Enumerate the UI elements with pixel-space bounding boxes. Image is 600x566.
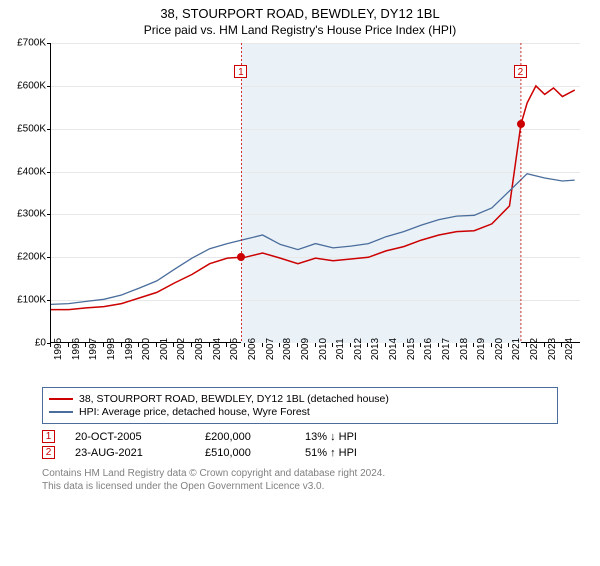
x-tick-label: 2020 <box>494 338 505 360</box>
sale-marker: 1 <box>42 430 55 443</box>
x-tick-label: 2004 <box>212 338 223 360</box>
x-tick-label: 2003 <box>194 338 205 360</box>
y-tick-label: £400K <box>2 166 46 177</box>
x-tick-label: 2017 <box>441 338 452 360</box>
line-series-svg <box>51 43 580 343</box>
x-tick-label: 2005 <box>229 338 240 360</box>
chart-marker: 2 <box>514 65 527 78</box>
y-tick-label: £700K <box>2 38 46 49</box>
legend-label: HPI: Average price, detached house, Wyre… <box>79 406 310 418</box>
y-tick-label: £600K <box>2 80 46 91</box>
x-tick-label: 2007 <box>265 338 276 360</box>
x-tick-label: 2001 <box>159 338 170 360</box>
sale-row: 2 23-AUG-2021£510,00051% ↑ HPI <box>42 446 600 459</box>
x-tick-label: 2024 <box>564 338 575 360</box>
series-line <box>51 86 575 310</box>
x-tick-label: 2018 <box>459 338 470 360</box>
x-tick-label: 2006 <box>247 338 258 360</box>
footer-line1: Contains HM Land Registry data © Crown c… <box>42 467 600 480</box>
legend-swatch <box>49 398 73 400</box>
legend-item: HPI: Average price, detached house, Wyre… <box>49 406 551 418</box>
x-tick-label: 1995 <box>53 338 64 360</box>
chart-area: 12 £0£100K£200K£300K£400K£500K£600K£700K… <box>40 43 600 383</box>
x-tick-label: 2012 <box>353 338 364 360</box>
x-tick-label: 2019 <box>476 338 487 360</box>
x-tick-label: 2009 <box>300 338 311 360</box>
x-tick-label: 2021 <box>511 338 522 360</box>
x-tick-label: 2002 <box>176 338 187 360</box>
series-line <box>51 174 575 305</box>
legend: 38, STOURPORT ROAD, BEWDLEY, DY12 1BL (d… <box>42 387 558 424</box>
x-tick-label: 1996 <box>71 338 82 360</box>
chart-subtitle: Price paid vs. HM Land Registry's House … <box>0 23 600 37</box>
y-tick-label: £0 <box>2 338 46 349</box>
x-tick-label: 2010 <box>318 338 329 360</box>
y-tick-label: £100K <box>2 295 46 306</box>
x-tick-label: 2016 <box>423 338 434 360</box>
chart-marker: 1 <box>234 65 247 78</box>
plot-area: 12 <box>50 43 580 343</box>
sale-marker: 2 <box>42 446 55 459</box>
x-tick-label: 2011 <box>335 338 346 360</box>
sale-date: 23-AUG-2021 <box>75 447 205 459</box>
y-tick-label: £500K <box>2 123 46 134</box>
sale-point <box>517 120 525 128</box>
x-tick-label: 1997 <box>88 338 99 360</box>
sale-row: 1 20-OCT-2005£200,00013% ↓ HPI <box>42 430 600 443</box>
y-tick-label: £300K <box>2 209 46 220</box>
sale-date: 20-OCT-2005 <box>75 431 205 443</box>
x-tick-label: 2013 <box>370 338 381 360</box>
legend-item: 38, STOURPORT ROAD, BEWDLEY, DY12 1BL (d… <box>49 393 551 405</box>
chart-title: 38, STOURPORT ROAD, BEWDLEY, DY12 1BL <box>0 6 600 21</box>
sale-price: £510,000 <box>205 447 305 459</box>
legend-swatch <box>49 411 73 413</box>
sale-pct: 51% ↑ HPI <box>305 447 405 459</box>
legend-label: 38, STOURPORT ROAD, BEWDLEY, DY12 1BL (d… <box>79 393 389 405</box>
sale-pct: 13% ↓ HPI <box>305 431 405 443</box>
sale-point <box>237 253 245 261</box>
chart-container: 38, STOURPORT ROAD, BEWDLEY, DY12 1BL Pr… <box>0 6 600 566</box>
x-tick-label: 2015 <box>406 338 417 360</box>
x-tick-label: 2023 <box>547 338 558 360</box>
x-tick-label: 2000 <box>141 338 152 360</box>
y-tick-label: £200K <box>2 252 46 263</box>
x-tick-label: 2008 <box>282 338 293 360</box>
x-tick-label: 1998 <box>106 338 117 360</box>
footer-line2: This data is licensed under the Open Gov… <box>42 480 600 493</box>
footer: Contains HM Land Registry data © Crown c… <box>42 467 600 493</box>
sale-price: £200,000 <box>205 431 305 443</box>
sales-table: 1 20-OCT-2005£200,00013% ↓ HPI 2 23-AUG-202… <box>42 430 600 459</box>
x-tick-label: 2014 <box>388 338 399 360</box>
x-tick-label: 1999 <box>124 338 135 360</box>
x-tick-label: 2022 <box>529 338 540 360</box>
